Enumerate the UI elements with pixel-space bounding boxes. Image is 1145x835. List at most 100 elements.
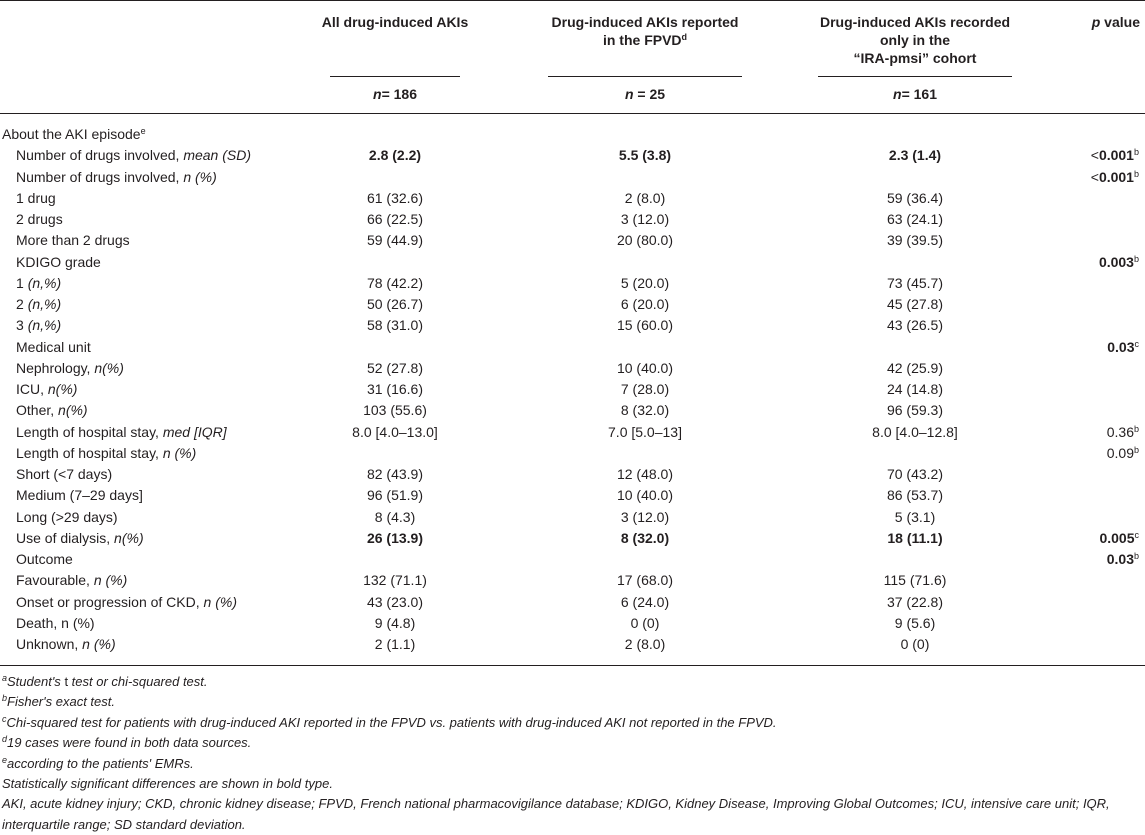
row-label-text: Number of drugs involved, [16,168,184,185]
table-row: 2 (n,%) 50 (26.7) 6 (20.0) 45 (27.8) [0,294,1145,315]
cell-irapmsi: 8.0 [4.0–12.8] [872,423,958,440]
table-row: Length of hospital stay, n (%) 0.09b [0,443,1145,464]
cell-all: 52 (27.8) [366,359,424,376]
col-underline-irapmsi [818,76,1012,77]
row-label-unit: (n,%) [27,317,62,334]
row-label-text: Long (>29 days) [16,508,118,525]
row-label-unit: n(%) [47,381,78,397]
cell-all: 82 (43.9) [366,466,424,482]
row-label-text: Other, [16,402,59,419]
cell-fpvd: 7.0 [5.0–13] [608,423,682,440]
section-row: About the AKI episodee [0,124,1145,145]
table-row: 3 (n,%) 58 (31.0) 15 (60.0) 43 (26.5) [0,315,1145,336]
row-label: Favourable, n (%) [16,570,127,591]
row-label: Nephrology, n(%) [16,358,124,379]
cell-irapmsi: 70 (43.2) [886,466,944,482]
cell-fpvd: 5 (20.0) [620,274,670,291]
footnote-e-mark: e [2,754,8,765]
cell-all: 8.0 [4.0–13.0] [352,423,438,440]
cell-all: 8 (4.3) [374,508,416,525]
cell-pvalue: 0.03b [1107,549,1139,570]
cell-all: 31 (16.6) [366,381,424,397]
row-label-unit: n(%) [114,529,144,546]
row-label-text: 1 drug [16,189,56,206]
footnote-a: aStudent's t test or chi-squared test. [2,672,1142,692]
row-label-unit: n (%) [162,444,197,461]
cell-irapmsi: 37 (22.8) [886,593,944,610]
row-label-text: Outcome [16,551,73,567]
table-row: Nephrology, n(%) 52 (27.8) 10 (40.0) 42 (25… [0,358,1145,379]
row-label-text: Length of hospital stay, [16,444,163,461]
pvalue-footnote-mark: b [1133,147,1139,158]
row-label: Death, n (%) [16,613,95,634]
row-label-unit: (n,%) [27,296,62,312]
pvalue-number: 0.001 [1098,147,1134,164]
row-label: Medium (7–29 days] [16,485,143,506]
footnote-b: bFisher's exact test. [2,692,1142,712]
cell-fpvd: 2 (8.0) [624,636,666,652]
cell-fpvd: 7 (28.0) [620,381,670,397]
row-label-text: Use of dialysis, [16,529,115,546]
row-label-text: Favourable, [16,572,94,589]
col-header-irapmsi-line3: “IRA-pmsi” cohort [853,50,977,66]
cell-fpvd: 8 (32.0) [620,402,670,419]
row-label-text: 1 [16,274,28,291]
row-label-text: Medium (7–29 days] [16,487,143,504]
table-row: Long (>29 days) 8 (4.3) 3 (12.0) 5 (3.1) [0,507,1145,528]
row-label: Onset or progression of CKD, n (%) [16,592,237,613]
cell-fpvd: 15 (60.0) [616,317,674,334]
table-row: KDIGO grade 0.003b [0,252,1145,273]
row-label-text: Onset or progression of CKD, [16,593,204,610]
footnote-abbreviations: AKI, acute kidney injury; CKD, chronic k… [2,796,1110,832]
cell-pvalue: 0.09b [1107,443,1139,464]
cell-all: 26 (13.9) [366,529,424,546]
row-label: 2 drugs [16,209,63,230]
cell-all: 78 (42.2) [366,274,424,291]
row-label-unit: n (%) [183,168,217,185]
col-header-irapmsi-line2: only in the [880,32,950,48]
cell-fpvd: 8 (32.0) [620,529,670,546]
table-row: 1 (n,%) 78 (42.2) 5 (20.0) 73 (45.7) [0,273,1145,294]
row-label: Length of hospital stay, n (%) [16,443,196,464]
row-label-unit: n (%) [203,593,237,610]
pvalue-footnote-mark: c [1134,338,1140,349]
cell-all: 61 (32.6) [366,189,424,206]
footnote-b-mark: b [2,693,8,704]
table-row: Use of dialysis, n(%) 26 (13.9) 8 (32.0) 18… [0,528,1145,549]
table-row: Death, n (%) 9 (4.8) 0 (0) 9 (5.6) [0,613,1145,634]
row-label-unit: med [IQR] [162,423,227,440]
pvalue-number: 0.03 [1107,338,1135,355]
cell-pvalue: 0.03c [1107,337,1139,358]
pvalue-footnote-mark: b [1133,168,1139,179]
row-label-unit: n(%) [94,359,124,376]
cell-irapmsi: 18 (11.1) [887,529,943,546]
col-underline-fpvd [548,76,742,77]
row-label-text: KDIGO grade [16,253,101,270]
cell-fpvd: 2 (8.0) [624,189,666,206]
row-label-text: Short (<7 days) [16,466,113,482]
row-label-text: Length of hospital stay, [16,423,163,440]
row-label-unit: (n,%) [27,274,62,291]
row-label-unit: mean (SD) [183,147,251,164]
table-row: Medical unit 0.03c [0,337,1145,358]
row-label: 1 (n,%) [16,273,61,294]
n-fpvd-value: = 25 [633,86,666,102]
col-header-pvalue: p value [1070,13,1140,31]
cell-pvalue: <0.001b [1091,145,1139,166]
footnote-bold: Statistically significant differences ar… [2,776,333,792]
pvalue-prefix: < [1090,168,1099,185]
row-label-text: Number of drugs involved, [16,147,184,164]
row-label: 2 (n,%) [16,294,61,315]
footnote-a-pre: Student's [7,674,65,689]
row-label: 1 drug [16,188,56,209]
row-label-unit: n(%) [58,402,88,419]
pvalue-footnote-mark: b [1133,551,1139,561]
cell-pvalue: 0.36b [1107,422,1139,443]
cell-irapmsi: 2.3 (1.4) [888,147,942,164]
cell-irapmsi: 86 (53.7) [886,487,944,504]
row-label: Use of dialysis, n(%) [16,528,144,549]
row-label-text: More than 2 drugs [16,232,130,249]
pvalue-number: 0.36 [1106,423,1134,440]
cell-all: 66 (22.5) [366,211,424,227]
cell-fpvd: 6 (24.0) [620,593,670,610]
